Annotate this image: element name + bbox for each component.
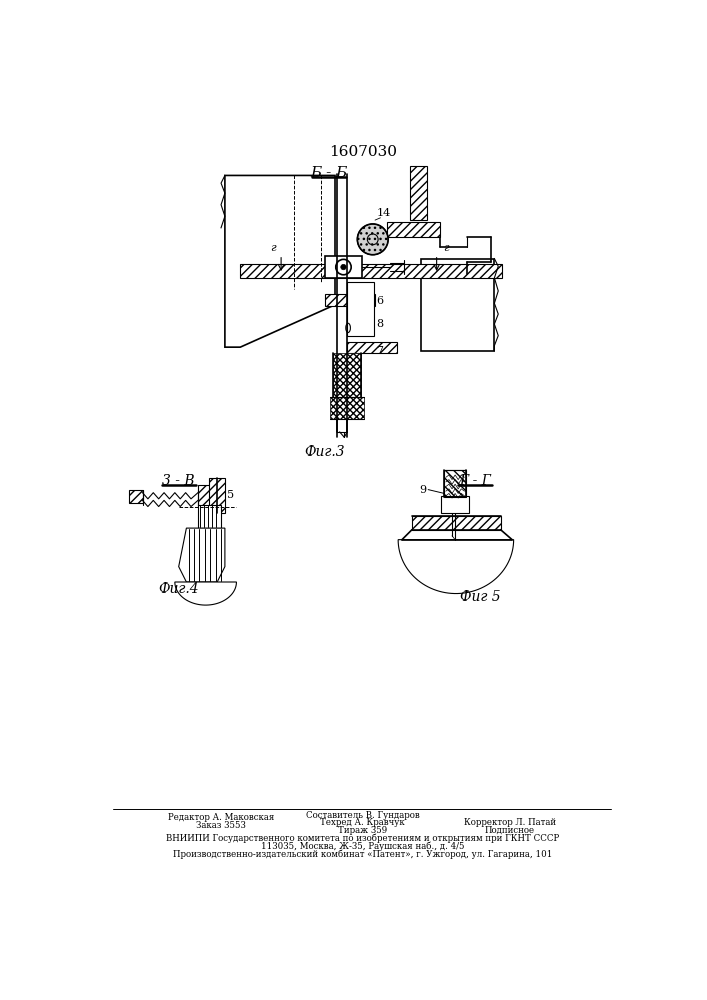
Text: Техред А. Кравчук: Техред А. Кравчук bbox=[320, 818, 405, 827]
Bar bbox=[198, 505, 221, 528]
Text: 5: 5 bbox=[227, 490, 234, 500]
Polygon shape bbox=[398, 540, 514, 594]
Polygon shape bbox=[179, 528, 225, 582]
Text: 6: 6 bbox=[377, 296, 384, 306]
Text: ВНИИПИ Государственного комитета по изобретениям и открытиям при ГКНТ СССР: ВНИИПИ Государственного комитета по изоб… bbox=[166, 834, 559, 843]
Text: Г - Г: Г - Г bbox=[459, 474, 491, 488]
Text: Редактор А. Маковская: Редактор А. Маковская bbox=[168, 813, 274, 822]
Text: Фиг 5: Фиг 5 bbox=[460, 590, 501, 604]
Text: Составитель В. Гундаров: Составитель В. Гундаров bbox=[306, 811, 419, 820]
Circle shape bbox=[341, 264, 346, 270]
Bar bbox=[198, 485, 217, 507]
Bar bbox=[129, 490, 143, 503]
Text: 113035, Москва, Ж-35, Раушская наб., д. 4/5: 113035, Москва, Ж-35, Раушская наб., д. … bbox=[261, 841, 464, 851]
Text: Тираж 359: Тираж 359 bbox=[338, 826, 387, 835]
Bar bbox=[409, 166, 426, 220]
Text: Фиг.4: Фиг.4 bbox=[158, 582, 199, 596]
Text: Заказ 3553: Заказ 3553 bbox=[196, 821, 246, 830]
Text: 14: 14 bbox=[377, 208, 391, 218]
Text: 1607030: 1607030 bbox=[329, 145, 397, 159]
Bar bbox=[325, 294, 375, 306]
Text: г: г bbox=[271, 243, 276, 253]
Bar bbox=[441, 496, 469, 513]
Bar bbox=[346, 342, 397, 353]
Bar bbox=[387, 222, 440, 237]
Bar bbox=[240, 264, 502, 278]
Polygon shape bbox=[421, 259, 494, 351]
Text: 3 - В: 3 - В bbox=[163, 474, 195, 488]
Text: Подписное: Подписное bbox=[485, 826, 535, 835]
Bar bbox=[330, 397, 364, 419]
Text: 9: 9 bbox=[419, 485, 426, 495]
Polygon shape bbox=[225, 175, 335, 347]
Bar bbox=[325, 256, 362, 278]
Text: г: г bbox=[443, 243, 449, 253]
Bar bbox=[209, 478, 225, 513]
Text: Корректор Л. Патай: Корректор Л. Патай bbox=[464, 818, 556, 827]
Circle shape bbox=[357, 224, 388, 255]
Bar bbox=[346, 282, 373, 336]
Bar bbox=[444, 470, 466, 497]
Bar bbox=[334, 353, 361, 397]
Polygon shape bbox=[175, 582, 236, 605]
Text: Производственно-издательский комбинат «Патент», г. Ужгород, ул. Гагарина, 101: Производственно-издательский комбинат «П… bbox=[173, 849, 552, 859]
Text: Б - Б: Б - Б bbox=[310, 166, 348, 180]
Text: 7: 7 bbox=[377, 346, 384, 356]
Bar bbox=[412, 516, 501, 530]
Text: Фиг.3: Фиг.3 bbox=[305, 445, 345, 459]
Text: 8: 8 bbox=[377, 319, 384, 329]
